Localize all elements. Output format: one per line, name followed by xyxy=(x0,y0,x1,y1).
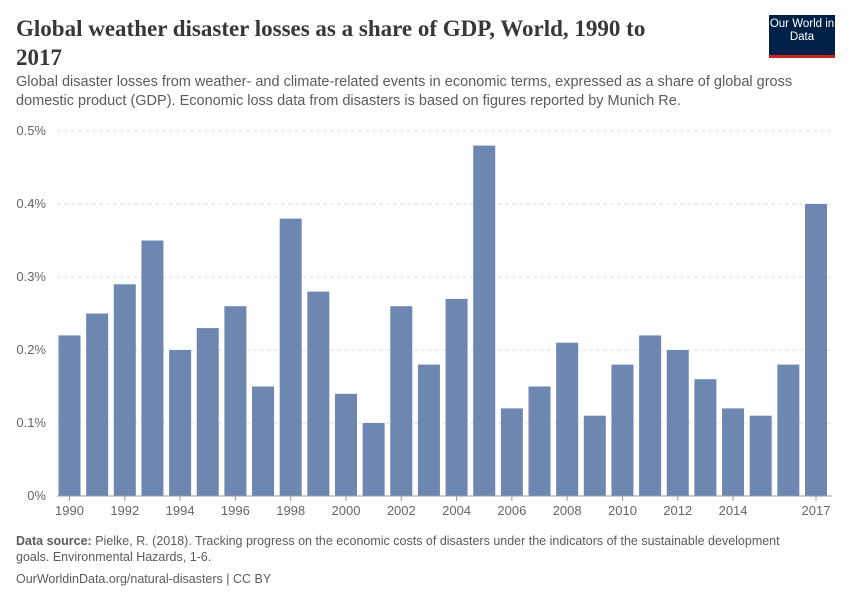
bar-2001[interactable] xyxy=(362,423,385,496)
bar-2014[interactable] xyxy=(722,408,745,496)
bar-2007[interactable] xyxy=(528,386,551,497)
bar-2012[interactable] xyxy=(666,350,689,496)
x-tick-label: 2000 xyxy=(332,503,361,518)
y-tick-label: 0.1% xyxy=(16,415,46,430)
bar-1998[interactable] xyxy=(279,218,302,496)
bar-2015[interactable] xyxy=(749,415,772,496)
bar-2008[interactable] xyxy=(556,342,579,496)
bar-2016[interactable] xyxy=(777,364,800,496)
data-source: Data source: Pielke, R. (2018). Tracking… xyxy=(16,533,806,565)
bar-1997[interactable] xyxy=(252,386,275,497)
bar-1999[interactable] xyxy=(307,291,330,496)
bar-2003[interactable] xyxy=(417,364,440,496)
bar-2017[interactable] xyxy=(805,204,827,496)
y-tick-label: 0.3% xyxy=(16,269,46,284)
x-tick-label: 1992 xyxy=(110,503,139,518)
x-tick-label: 2004 xyxy=(442,503,471,518)
y-tick-label: 0.4% xyxy=(16,196,46,211)
bar-2000[interactable] xyxy=(334,393,357,496)
bar-2011[interactable] xyxy=(639,335,662,496)
bar-1994[interactable] xyxy=(169,350,192,496)
x-tick-label: 2006 xyxy=(497,503,526,518)
x-tick-label: 2008 xyxy=(553,503,582,518)
bar-2010[interactable] xyxy=(611,364,634,496)
x-tick-label: 2012 xyxy=(663,503,692,518)
bar-1992[interactable] xyxy=(113,284,136,496)
y-tick-label: 0.2% xyxy=(16,342,46,357)
x-tick-label: 1998 xyxy=(276,503,305,518)
x-tick-label: 2010 xyxy=(608,503,637,518)
bar-1991[interactable] xyxy=(86,313,109,497)
chart-subtitle: Global disaster losses from weather- and… xyxy=(16,74,793,109)
bar-2006[interactable] xyxy=(500,408,523,496)
x-tick-label: 1994 xyxy=(166,503,195,518)
bar-2004[interactable] xyxy=(445,298,468,496)
x-tick-label: 1996 xyxy=(221,503,250,518)
x-tick-label: 2014 xyxy=(719,503,748,518)
footer-url[interactable]: OurWorldinData.org/natural-disasters | C… xyxy=(16,572,272,586)
bar-2013[interactable] xyxy=(694,379,717,496)
bar-1995[interactable] xyxy=(196,328,219,496)
x-tick-label: 2002 xyxy=(387,503,416,518)
owid-logo[interactable]: Our World in Data xyxy=(769,15,835,58)
bar-2009[interactable] xyxy=(583,415,606,496)
y-tick-label: 0.5% xyxy=(16,123,46,138)
bar-2005[interactable] xyxy=(473,145,496,496)
x-tick-label: 2017 xyxy=(802,503,831,518)
bar-1990[interactable] xyxy=(58,335,81,496)
bar-1993[interactable] xyxy=(141,240,164,497)
bar-2002[interactable] xyxy=(390,306,413,496)
y-tick-label: 0% xyxy=(27,488,46,503)
bar-1996[interactable] xyxy=(224,306,247,496)
source-label: Data source: xyxy=(16,534,92,548)
chart-title: Global weather disaster losses as a shar… xyxy=(16,16,646,70)
source-text: Pielke, R. (2018). Tracking progress on … xyxy=(16,534,780,564)
x-tick-label: 1990 xyxy=(55,503,84,518)
